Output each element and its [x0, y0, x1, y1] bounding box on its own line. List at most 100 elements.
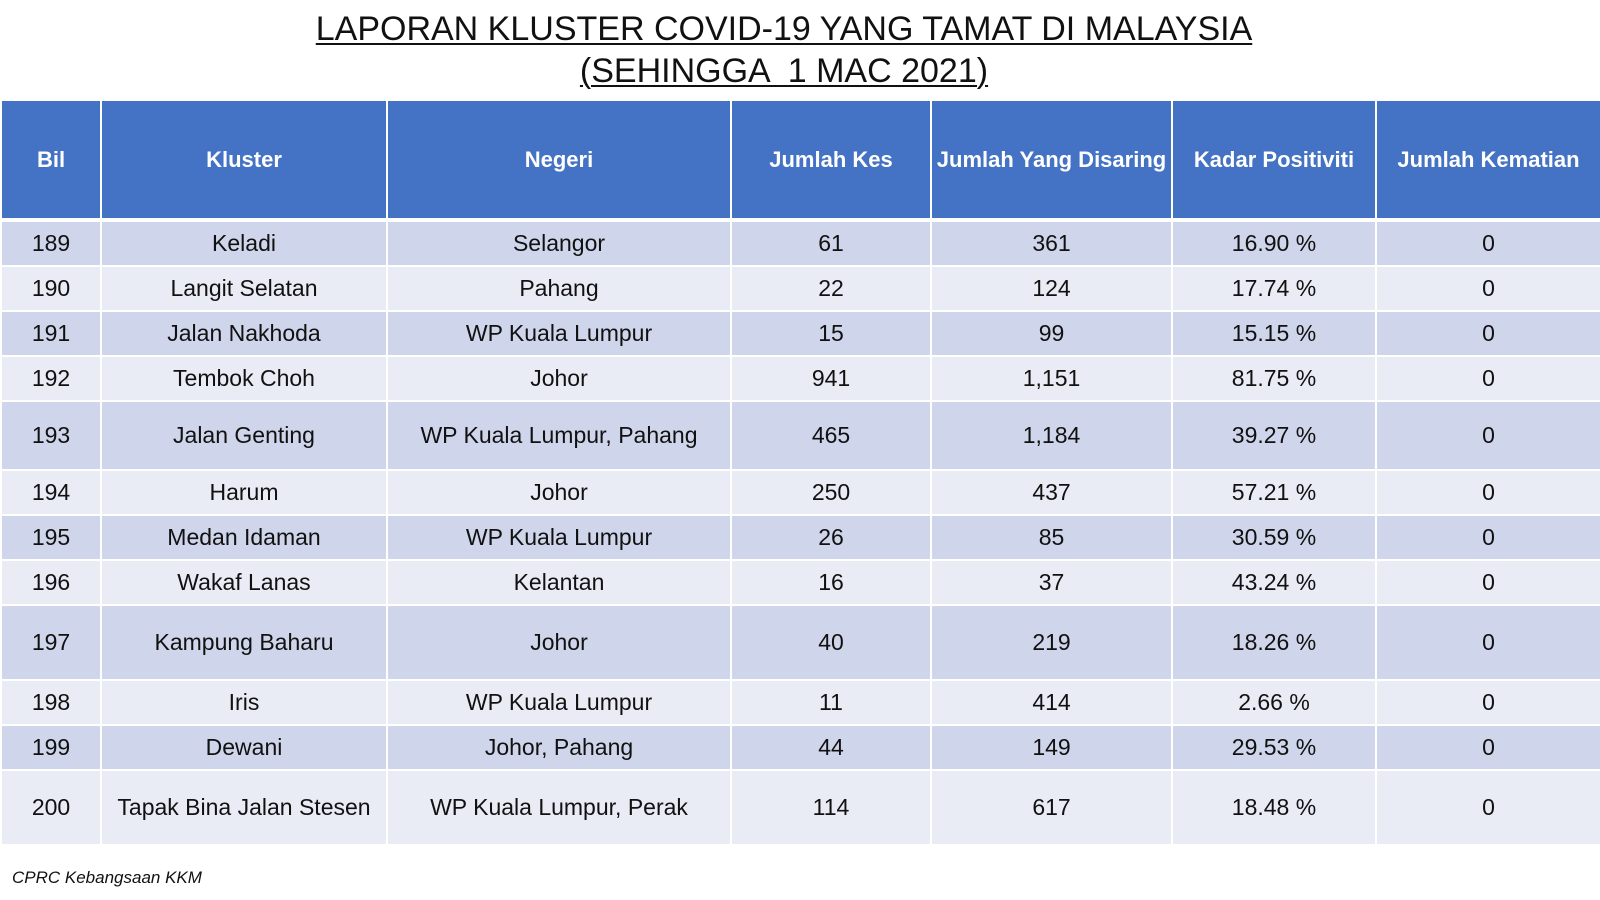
- cell-bil: 190: [0, 266, 102, 312]
- cell-kluster: Jalan Genting: [100, 401, 388, 471]
- cell-jumlah-kematian: 0: [1375, 401, 1600, 471]
- cell-kluster: Tapak Bina Jalan Stesen: [100, 770, 388, 846]
- cell-jumlah-disaring: 85: [930, 515, 1173, 561]
- table-row: 190 Langit Selatan Pahang 22 124 17.74 %…: [0, 266, 1600, 312]
- cell-kadar-positiviti: 18.48 %: [1171, 770, 1377, 846]
- cell-jumlah-kes: 250: [730, 470, 932, 516]
- cell-negeri: WP Kuala Lumpur, Perak: [386, 770, 732, 846]
- table-row: 195 Medan Idaman WP Kuala Lumpur 26 85 3…: [0, 515, 1600, 561]
- cell-negeri: WP Kuala Lumpur: [386, 515, 732, 561]
- table-row: 194 Harum Johor 250 437 57.21 % 0: [0, 470, 1600, 516]
- cell-kluster: Iris: [100, 680, 388, 726]
- cell-kadar-positiviti: 17.74 %: [1171, 266, 1377, 312]
- table-row: 197 Kampung Baharu Johor 40 219 18.26 % …: [0, 605, 1600, 681]
- cell-negeri: WP Kuala Lumpur: [386, 680, 732, 726]
- column-header-jumlah-kes: Jumlah Kes: [730, 101, 932, 222]
- cell-jumlah-kes: 465: [730, 401, 932, 471]
- cell-jumlah-disaring: 1,151: [930, 356, 1173, 402]
- cell-negeri: Johor: [386, 356, 732, 402]
- cell-negeri: Johor, Pahang: [386, 725, 732, 771]
- cell-kadar-positiviti: 43.24 %: [1171, 560, 1377, 606]
- cell-negeri: Johor: [386, 470, 732, 516]
- cell-kluster: Wakaf Lanas: [100, 560, 388, 606]
- cell-jumlah-kematian: 0: [1375, 770, 1600, 846]
- cell-bil: 200: [0, 770, 102, 846]
- cell-jumlah-disaring: 219: [930, 605, 1173, 681]
- cell-bil: 192: [0, 356, 102, 402]
- cell-jumlah-kes: 114: [730, 770, 932, 846]
- cell-jumlah-kematian: 0: [1375, 266, 1600, 312]
- cell-kadar-positiviti: 57.21 %: [1171, 470, 1377, 516]
- cell-jumlah-kes: 26: [730, 515, 932, 561]
- cell-kadar-positiviti: 16.90 %: [1171, 220, 1377, 267]
- cell-bil: 191: [0, 311, 102, 357]
- cell-jumlah-disaring: 99: [930, 311, 1173, 357]
- page-title: LAPORAN KLUSTER COVID-19 YANG TAMAT DI M…: [0, 8, 1568, 92]
- cell-bil: 198: [0, 680, 102, 726]
- title-line-1: LAPORAN KLUSTER COVID-19 YANG TAMAT DI M…: [315, 10, 1253, 48]
- cell-kadar-positiviti: 81.75 %: [1171, 356, 1377, 402]
- column-header-bil: Bil: [0, 101, 102, 222]
- cell-jumlah-kes: 40: [730, 605, 932, 681]
- cell-jumlah-kes: 941: [730, 356, 932, 402]
- cell-negeri: Pahang: [386, 266, 732, 312]
- cell-kluster: Langit Selatan: [100, 266, 388, 312]
- cell-jumlah-kematian: 0: [1375, 311, 1600, 357]
- cell-jumlah-kes: 61: [730, 220, 932, 267]
- cell-jumlah-disaring: 149: [930, 725, 1173, 771]
- cell-jumlah-kematian: 0: [1375, 605, 1600, 681]
- cell-jumlah-disaring: 361: [930, 220, 1173, 267]
- cell-jumlah-disaring: 414: [930, 680, 1173, 726]
- cell-kadar-positiviti: 15.15 %: [1171, 311, 1377, 357]
- cluster-table: Bil Kluster Negeri Jumlah Kes Jumlah Yan…: [0, 101, 1600, 846]
- table-row: 200 Tapak Bina Jalan Stesen WP Kuala Lum…: [0, 770, 1600, 846]
- table-header-row: Bil Kluster Negeri Jumlah Kes Jumlah Yan…: [0, 101, 1600, 222]
- cell-bil: 194: [0, 470, 102, 516]
- title-line-2: (SEHINGGA 1 MAC 2021): [579, 52, 989, 90]
- cell-negeri: Johor: [386, 605, 732, 681]
- cell-bil: 195: [0, 515, 102, 561]
- table-row: 196 Wakaf Lanas Kelantan 16 37 43.24 % 0: [0, 560, 1600, 606]
- table-row: 198 Iris WP Kuala Lumpur 11 414 2.66 % 0: [0, 680, 1600, 726]
- table-row: 199 Dewani Johor, Pahang 44 149 29.53 % …: [0, 725, 1600, 771]
- cell-kadar-positiviti: 2.66 %: [1171, 680, 1377, 726]
- cell-jumlah-kes: 15: [730, 311, 932, 357]
- cell-kadar-positiviti: 30.59 %: [1171, 515, 1377, 561]
- column-header-jumlah-disaring: Jumlah Yang Disaring: [930, 101, 1173, 222]
- cell-kluster: Keladi: [100, 220, 388, 267]
- cell-kluster: Harum: [100, 470, 388, 516]
- cell-jumlah-kematian: 0: [1375, 356, 1600, 402]
- cell-jumlah-kematian: 0: [1375, 680, 1600, 726]
- cell-jumlah-kes: 44: [730, 725, 932, 771]
- cell-jumlah-disaring: 1,184: [930, 401, 1173, 471]
- table-row: 189 Keladi Selangor 61 361 16.90 % 0: [0, 220, 1600, 267]
- cell-jumlah-kematian: 0: [1375, 515, 1600, 561]
- cell-negeri: Selangor: [386, 220, 732, 267]
- cell-bil: 196: [0, 560, 102, 606]
- column-header-jumlah-kematian: Jumlah Kematian: [1375, 101, 1600, 222]
- cell-kluster: Jalan Nakhoda: [100, 311, 388, 357]
- table-row: 193 Jalan Genting WP Kuala Lumpur, Pahan…: [0, 401, 1600, 471]
- cell-negeri: WP Kuala Lumpur: [386, 311, 732, 357]
- cell-kadar-positiviti: 39.27 %: [1171, 401, 1377, 471]
- table-row: 191 Jalan Nakhoda WP Kuala Lumpur 15 99 …: [0, 311, 1600, 357]
- cell-jumlah-disaring: 617: [930, 770, 1173, 846]
- cell-negeri: WP Kuala Lumpur, Pahang: [386, 401, 732, 471]
- column-header-negeri: Negeri: [386, 101, 732, 222]
- cell-negeri: Kelantan: [386, 560, 732, 606]
- cell-kadar-positiviti: 29.53 %: [1171, 725, 1377, 771]
- cell-jumlah-kematian: 0: [1375, 220, 1600, 267]
- source-note: CPRC Kebangsaan KKM: [12, 868, 202, 887]
- table-row: 192 Tembok Choh Johor 941 1,151 81.75 % …: [0, 356, 1600, 402]
- cell-kluster: Dewani: [100, 725, 388, 771]
- cell-jumlah-disaring: 124: [930, 266, 1173, 312]
- cell-jumlah-kes: 16: [730, 560, 932, 606]
- cell-jumlah-kes: 11: [730, 680, 932, 726]
- cell-bil: 193: [0, 401, 102, 471]
- cell-bil: 189: [0, 220, 102, 267]
- cell-kluster: Tembok Choh: [100, 356, 388, 402]
- column-header-kadar-positiviti: Kadar Positiviti: [1171, 101, 1377, 222]
- cell-jumlah-kematian: 0: [1375, 470, 1600, 516]
- cell-bil: 199: [0, 725, 102, 771]
